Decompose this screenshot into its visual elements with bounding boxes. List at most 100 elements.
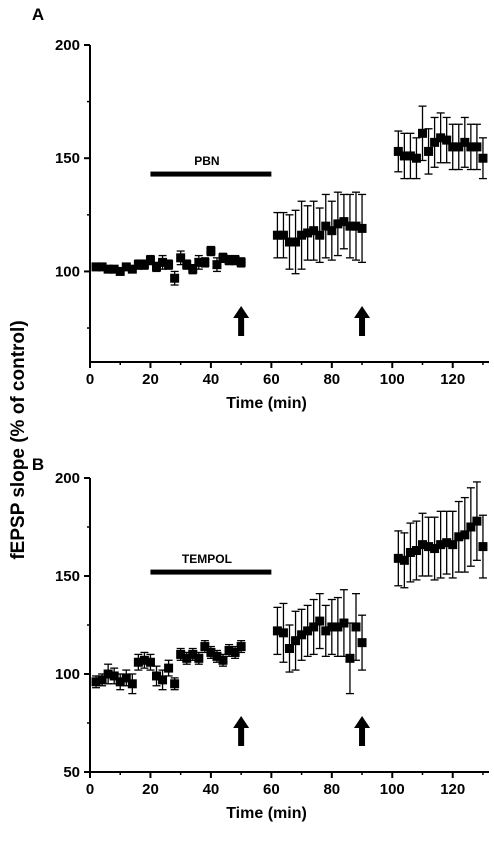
data-point (109, 671, 119, 681)
x-tick-label: 40 (203, 781, 220, 798)
data-point (424, 542, 434, 552)
x-axis-title: Time (min) (226, 805, 307, 822)
data-point (448, 540, 458, 550)
panel-a: A 0 20 40 60 80 100 120 100 150 200 Time (min) PBN (32, 5, 489, 412)
data-point (472, 516, 482, 526)
data-point (170, 273, 180, 283)
x-tick-label: 20 (142, 371, 159, 388)
data-point (182, 653, 192, 663)
data-point (91, 262, 101, 272)
data-point (405, 151, 415, 161)
data-point (333, 219, 343, 229)
data-point (133, 260, 143, 270)
data-point (158, 257, 168, 267)
x-tick-label: 20 (142, 781, 159, 798)
data-point (291, 636, 301, 646)
data-point (121, 262, 131, 272)
y-tick-label: 200 (55, 37, 80, 54)
data-point (236, 257, 246, 267)
data-point (357, 223, 367, 233)
data-point (478, 542, 488, 552)
data-point (121, 673, 131, 683)
y-tick-label: 150 (55, 150, 80, 167)
data-point (315, 616, 325, 626)
panel-letter: B (32, 455, 44, 474)
data-point (272, 626, 282, 636)
data-point (442, 538, 452, 548)
data-point (339, 217, 349, 227)
stimulus-arrow-icon (354, 306, 371, 336)
data-point (351, 622, 361, 632)
treatment-bar (150, 569, 272, 575)
data-point (297, 630, 307, 640)
data-point (297, 230, 307, 240)
shared-y-axis-label: fEPSP slope (% of control) (8, 320, 29, 559)
data-point (393, 553, 403, 563)
data-point (176, 253, 186, 263)
data-point (182, 260, 192, 270)
data-point (345, 653, 355, 663)
data-point (224, 255, 234, 265)
data-point (285, 644, 294, 654)
data-point (291, 237, 301, 247)
data-point (212, 651, 222, 661)
x-tick-label: 40 (203, 371, 220, 388)
data-point (212, 260, 222, 270)
y-tick-label: 100 (55, 666, 80, 683)
panel-letter: A (32, 5, 44, 24)
data-point (145, 657, 155, 667)
data-point (303, 228, 313, 238)
data-point (206, 647, 216, 657)
data-point (333, 622, 343, 632)
data-point (309, 622, 319, 632)
data-point (418, 540, 427, 550)
x-axis-title: Time (min) (226, 395, 307, 412)
x-tick-label: 80 (323, 371, 340, 388)
data-point (478, 153, 488, 163)
data-point (321, 626, 331, 636)
data-point (176, 649, 186, 659)
data-point (448, 142, 458, 152)
data-point (200, 642, 210, 652)
y-tick-label: 50 (63, 764, 80, 781)
data-point (200, 257, 210, 267)
data-point (152, 671, 161, 681)
data-point (454, 142, 464, 152)
x-tick-label: 120 (440, 781, 465, 798)
data-point (430, 544, 440, 554)
treatment-bar (150, 171, 272, 177)
data-point (236, 642, 246, 652)
data-point (139, 260, 149, 270)
data-point (278, 230, 288, 240)
data-point (454, 532, 464, 542)
data-point (321, 221, 331, 231)
data-point (424, 146, 434, 156)
data-point (145, 255, 155, 265)
stimulus-arrow-icon (233, 306, 250, 336)
x-tick-label: 60 (263, 781, 280, 798)
data-point (436, 540, 446, 550)
data-point (418, 128, 427, 138)
data-point (436, 133, 446, 143)
data-point (405, 547, 415, 557)
data-point (109, 264, 119, 274)
data-point (315, 230, 325, 240)
data-point (345, 221, 355, 231)
data-point (218, 655, 228, 665)
data-point (97, 675, 107, 685)
data-point (91, 677, 101, 687)
data-point (472, 142, 482, 152)
data-point (188, 649, 198, 659)
treatment-label: PBN (194, 154, 219, 168)
data-point (224, 645, 234, 655)
data-point (399, 151, 409, 161)
data-point (466, 522, 476, 532)
data-point (327, 622, 337, 632)
data-point (339, 618, 349, 628)
data-point (460, 530, 470, 540)
data-point (393, 146, 403, 156)
data-point (158, 675, 168, 685)
treatment-label: TEMPOL (182, 552, 232, 566)
data-point (97, 262, 107, 272)
